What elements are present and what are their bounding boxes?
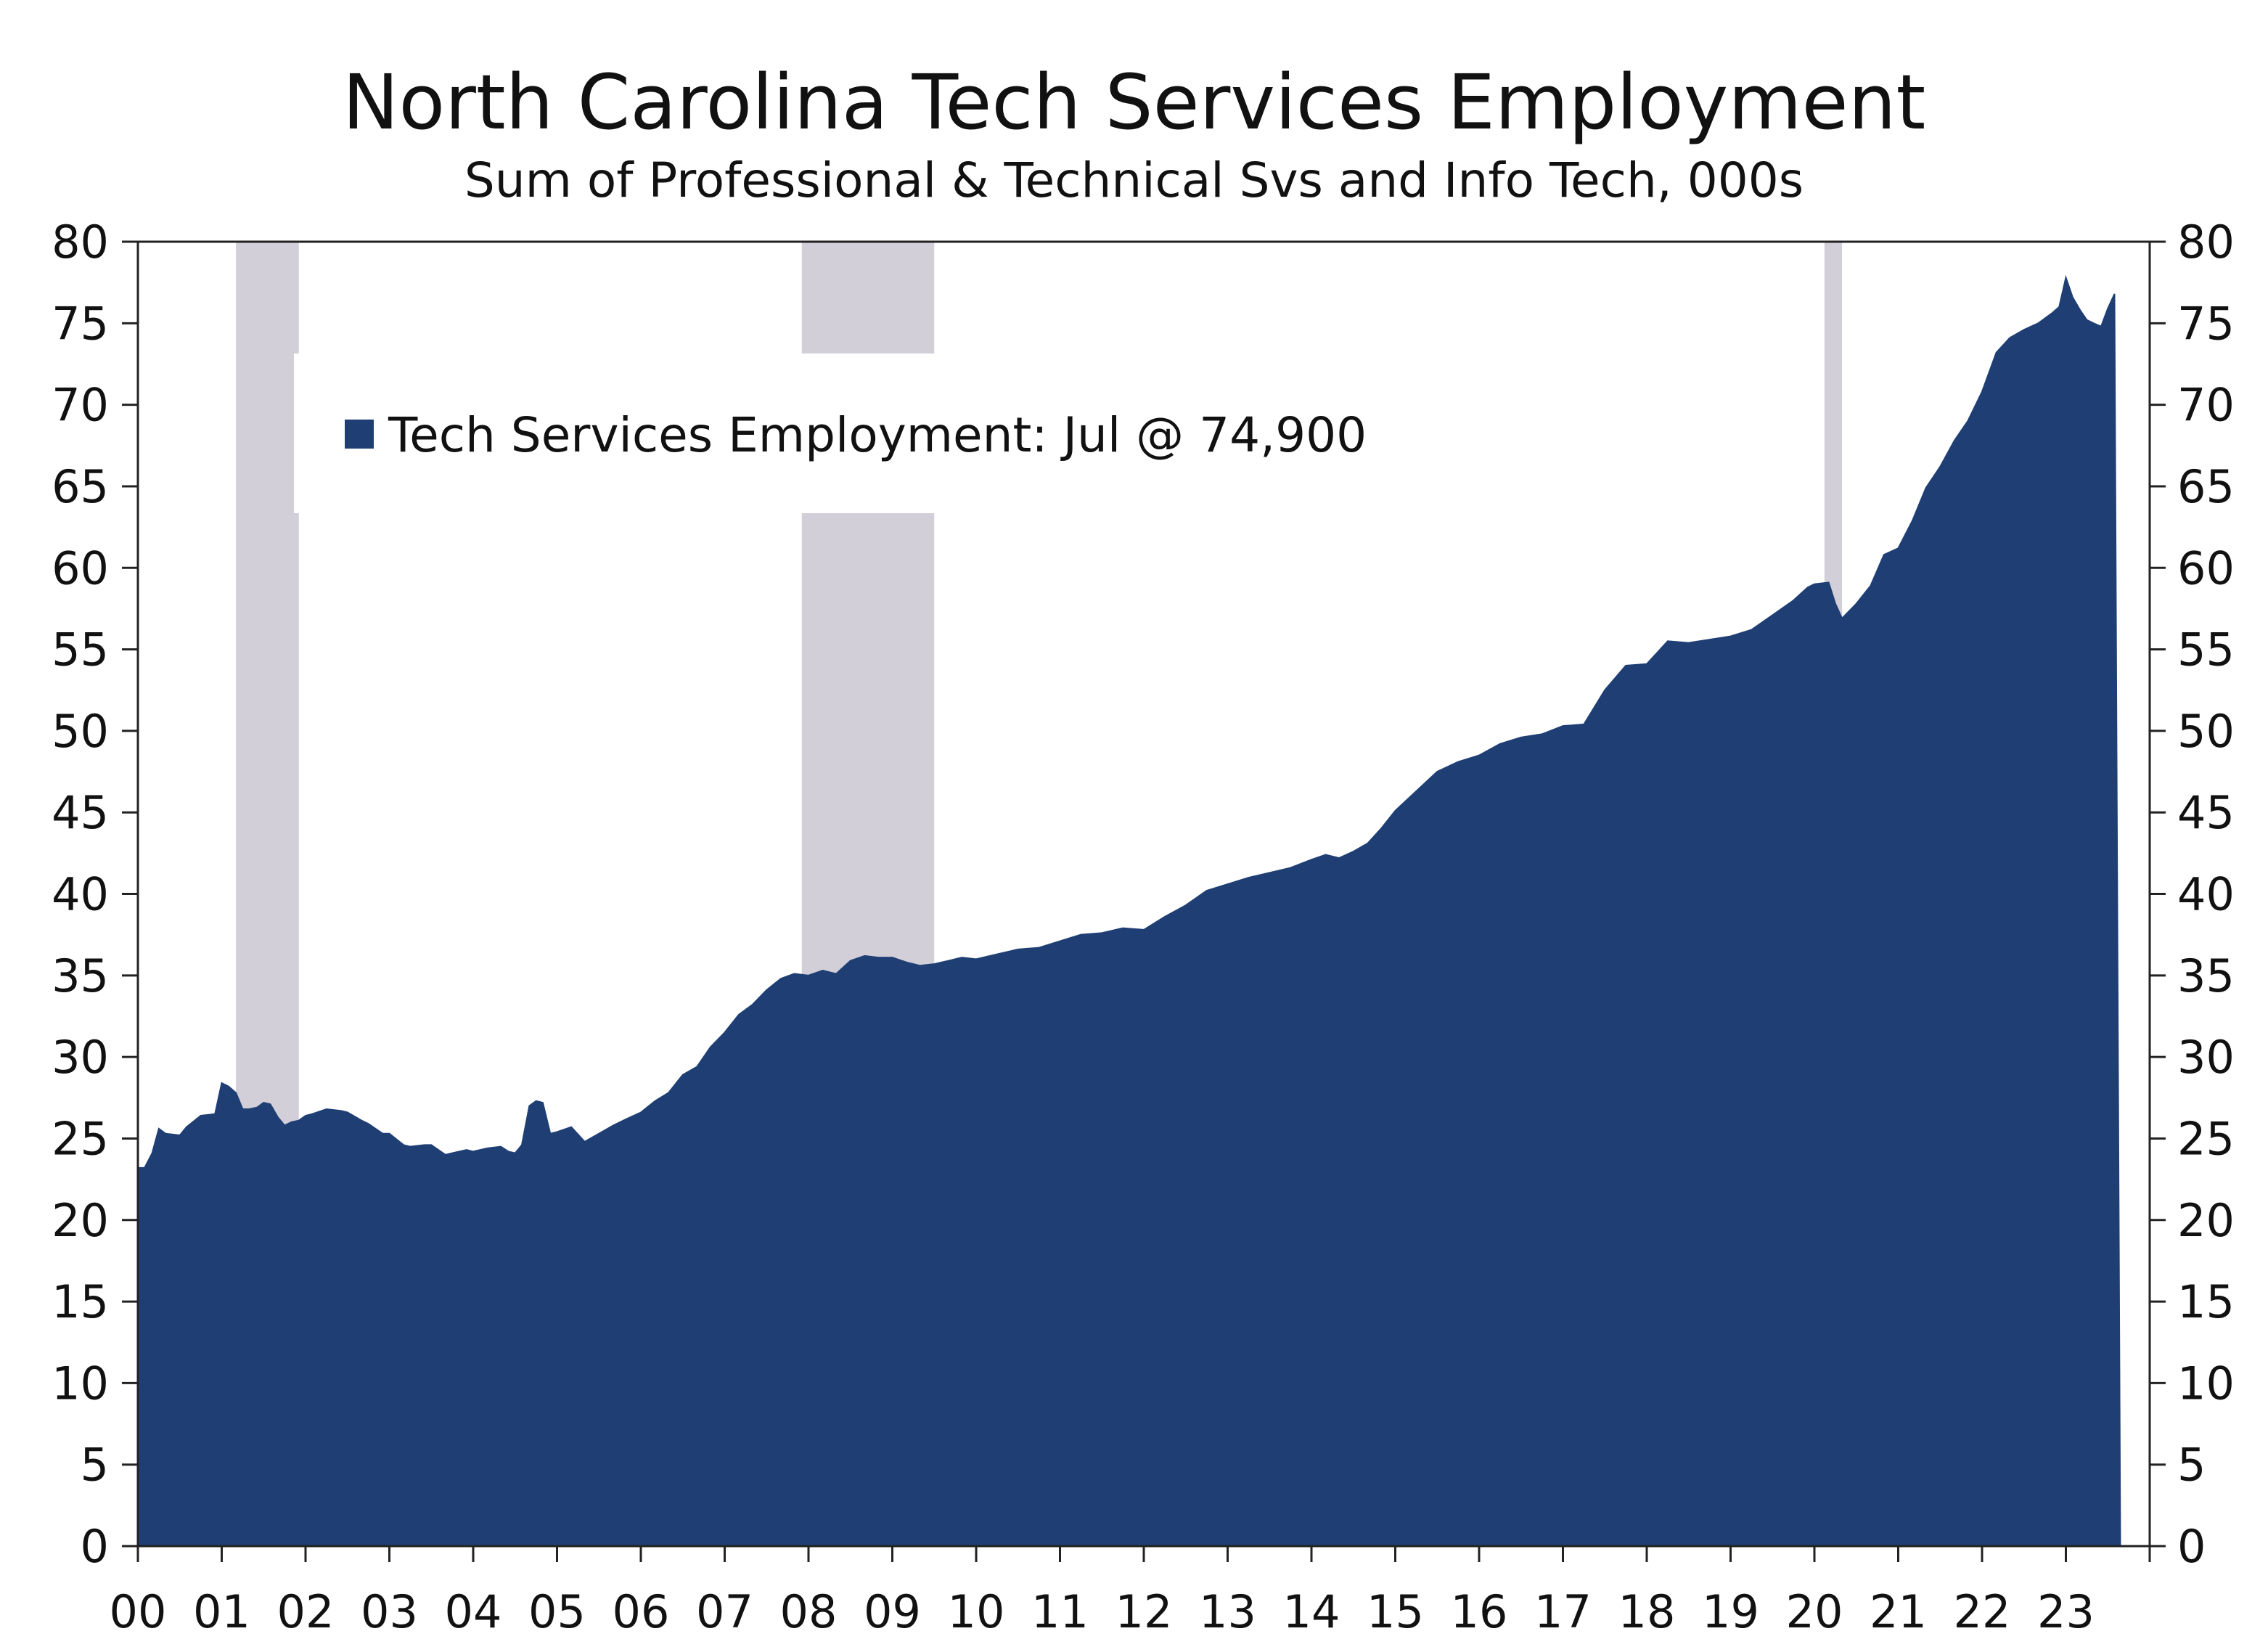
y-tick-label-right-40: 40	[2177, 868, 2235, 921]
y-tick-label-right-0: 0	[2177, 1520, 2206, 1573]
legend-swatch	[345, 420, 374, 449]
x-tick-label-11: 11	[1031, 1585, 1089, 1638]
y-tick-label-right-5: 5	[2177, 1439, 2206, 1492]
y-tick-label-right-35: 35	[2177, 949, 2235, 1002]
y-tick-label-left-15: 15	[52, 1275, 109, 1328]
y-tick-label-right-65: 65	[2177, 460, 2235, 513]
y-tick-label-left-20: 20	[52, 1194, 109, 1247]
y-tick-label-left-25: 25	[52, 1112, 109, 1165]
x-tick-label-19: 19	[1702, 1585, 1759, 1638]
y-tick-label-left-40: 40	[52, 868, 109, 921]
y-tick-label-left-50: 50	[52, 705, 109, 758]
x-tick-label-09: 09	[864, 1585, 921, 1638]
y-tick-label-left-10: 10	[52, 1357, 109, 1410]
x-tick-label-00: 00	[110, 1585, 167, 1638]
y-tick-label-right-25: 25	[2177, 1112, 2235, 1165]
x-tick-label-21: 21	[1870, 1585, 1927, 1638]
y-tick-label-right-30: 30	[2177, 1031, 2235, 1084]
y-tick-label-right-70: 70	[2177, 379, 2235, 432]
legend-label: Tech Services Employment: Jul @ 74,900	[388, 407, 1367, 463]
y-tick-label-right-60: 60	[2177, 541, 2235, 594]
x-tick-label-23: 23	[2037, 1585, 2095, 1638]
y-tick-label-right-75: 75	[2177, 297, 2235, 350]
x-tick-label-15: 15	[1367, 1585, 1424, 1638]
y-tick-label-right-15: 15	[2177, 1275, 2235, 1328]
legend-background	[294, 353, 1528, 513]
x-tick-label-10: 10	[948, 1585, 1005, 1638]
y-tick-label-right-55: 55	[2177, 624, 2235, 677]
y-tick-label-left-5: 5	[81, 1439, 109, 1492]
x-tick-label-04: 04	[445, 1585, 502, 1638]
x-tick-label-17: 17	[1534, 1585, 1592, 1638]
y-tick-label-left-0: 0	[81, 1520, 109, 1573]
chart-subtitle: Sum of Professional & Technical Svs and …	[464, 152, 1804, 208]
x-tick-label-16: 16	[1451, 1585, 1508, 1638]
x-tick-label-18: 18	[1618, 1585, 1676, 1638]
x-tick-label-07: 07	[696, 1585, 753, 1638]
y-tick-label-left-70: 70	[52, 379, 109, 432]
y-tick-label-left-55: 55	[52, 624, 109, 677]
y-tick-label-left-35: 35	[52, 949, 109, 1002]
y-tick-label-left-75: 75	[52, 297, 109, 350]
y-tick-label-left-80: 80	[52, 216, 109, 269]
x-tick-label-03: 03	[361, 1585, 418, 1638]
y-tick-label-right-50: 50	[2177, 705, 2235, 758]
y-tick-label-left-60: 60	[52, 541, 109, 594]
x-tick-label-22: 22	[1954, 1585, 2011, 1638]
y-tick-label-right-80: 80	[2177, 216, 2235, 269]
y-tick-label-right-45: 45	[2177, 786, 2235, 839]
x-tick-label-13: 13	[1199, 1585, 1256, 1638]
y-tick-label-left-45: 45	[52, 786, 109, 839]
x-tick-label-12: 12	[1115, 1585, 1173, 1638]
y-tick-label-right-20: 20	[2177, 1194, 2235, 1247]
x-tick-label-20: 20	[1786, 1585, 1843, 1638]
x-tick-label-01: 01	[193, 1585, 250, 1638]
chart-title: North Carolina Tech Services Employment	[342, 58, 1926, 147]
y-tick-label-left-30: 30	[52, 1031, 109, 1084]
x-tick-label-14: 14	[1283, 1585, 1340, 1638]
x-tick-label-08: 08	[780, 1585, 838, 1638]
x-tick-label-05: 05	[528, 1585, 586, 1638]
y-tick-label-left-65: 65	[52, 460, 109, 513]
x-tick-label-06: 06	[613, 1585, 670, 1638]
y-tick-label-right-10: 10	[2177, 1357, 2235, 1410]
x-tick-label-02: 02	[277, 1585, 335, 1638]
area-series-tech-services	[137, 274, 2121, 1547]
